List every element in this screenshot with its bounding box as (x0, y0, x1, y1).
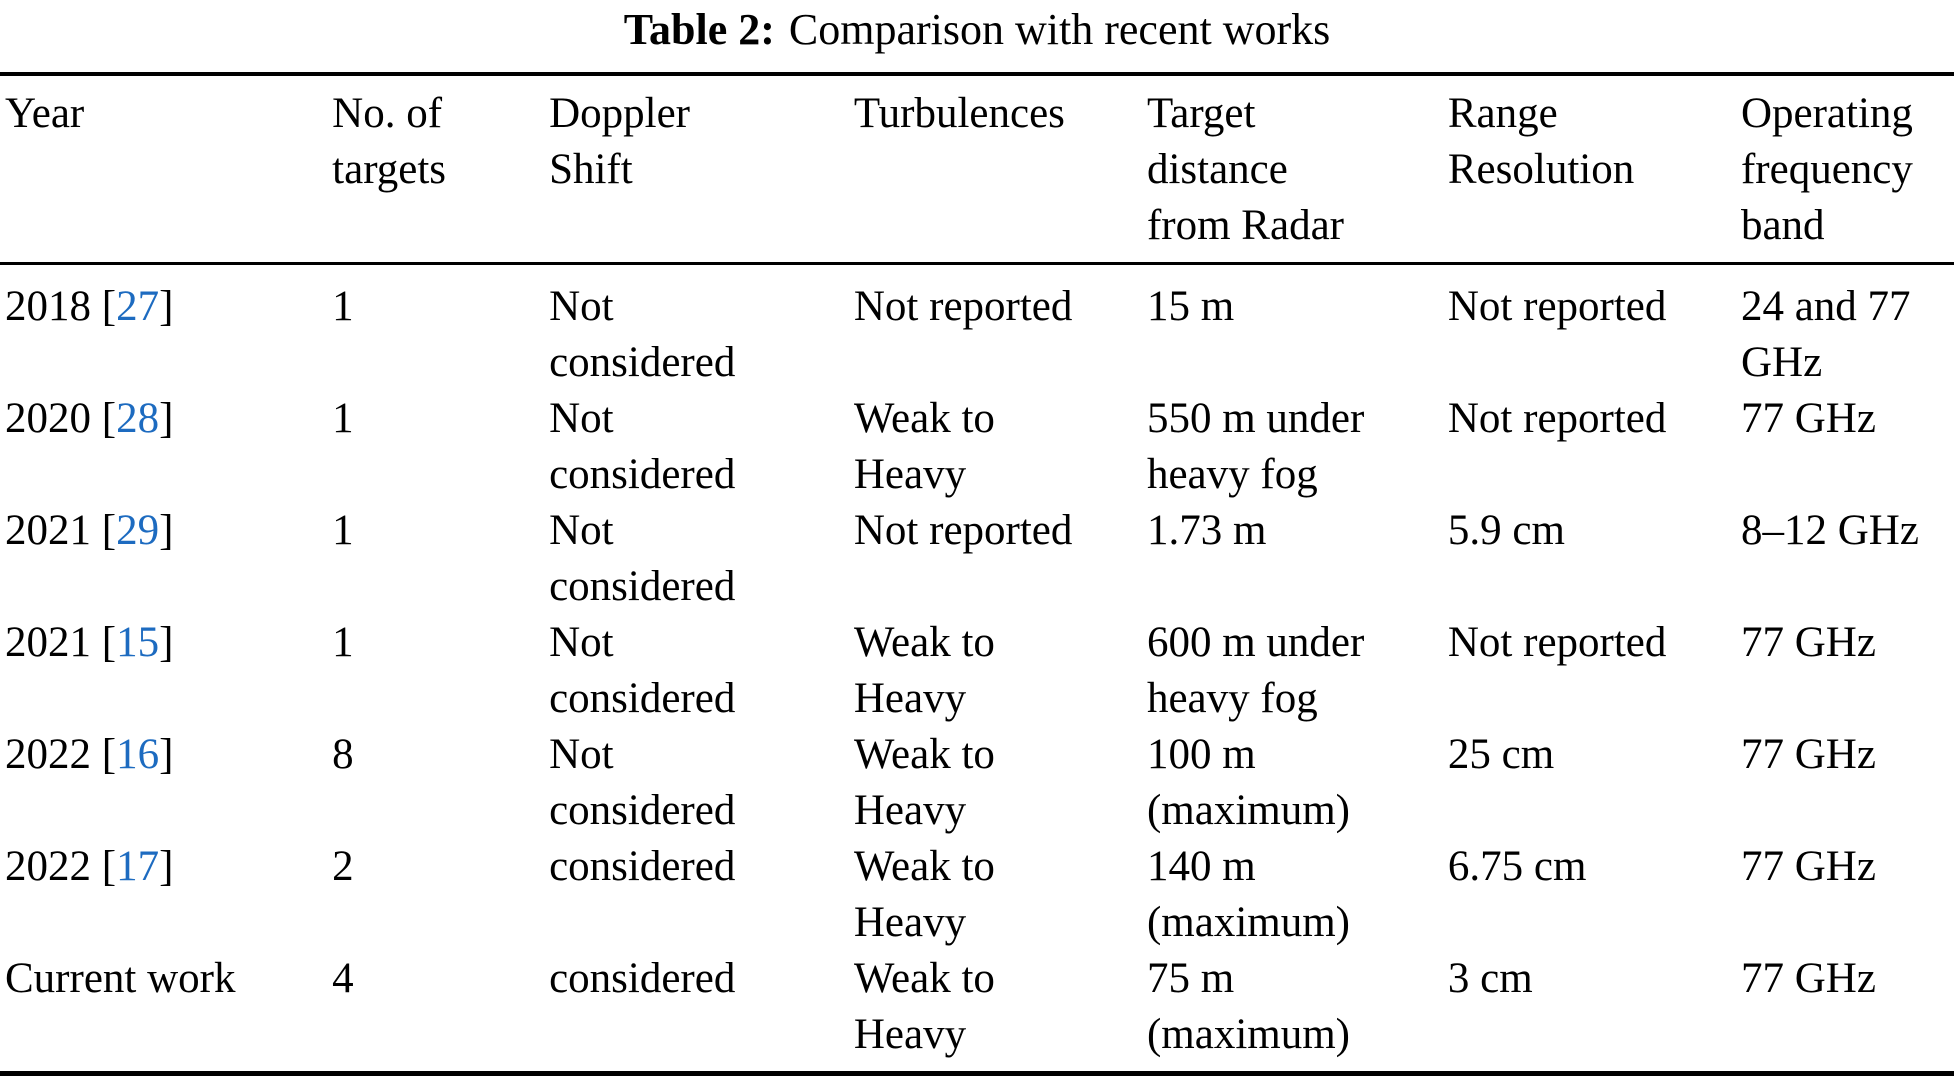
table-row: 2018 [27] 1 Not considered Not reported … (0, 264, 1954, 392)
citation-bracket: ] (159, 843, 174, 890)
cell-no-of-targets: 8 (332, 731, 354, 778)
table-caption-text: Comparison with recent works (788, 5, 1331, 54)
cell-turbulences: Weak to Heavy (853, 395, 995, 498)
table-caption: Table 2: Comparison with recent works (0, 4, 1954, 56)
column-header-range-resolution: Range Resolution (1447, 74, 1741, 265)
year-text: 2020 [ (5, 395, 117, 442)
cell-doppler-shift: Not considered (549, 283, 736, 386)
cell-range-resolution: 6.75 cm (1447, 843, 1587, 890)
cell-no-of-targets: 1 (332, 507, 354, 554)
year-text: 2022 [ (5, 843, 117, 890)
year-text: 2021 [ (5, 507, 117, 554)
cell-doppler-shift: Not considered (549, 395, 736, 498)
cell-doppler-shift: Not considered (549, 619, 736, 722)
cell-range-resolution: Not reported (1447, 395, 1667, 442)
cell-target-distance: 1.73 m (1146, 507, 1267, 554)
cell-operating-frequency-band: 77 GHz (1740, 395, 1876, 442)
header-row: Year No. of targets Doppler Shift Turbul… (0, 74, 1954, 265)
citation-bracket: ] (159, 507, 174, 554)
citation-link[interactable]: 29 (116, 507, 160, 554)
cell-target-distance: 550 m under heavy fog (1146, 395, 1365, 498)
table-row: 2022 [16] 8 Not considered Weak to Heavy… (0, 727, 1954, 839)
citation-bracket: ] (159, 731, 174, 778)
cell-year: Current work (0, 951, 332, 1074)
cell-no-of-targets: 1 (332, 395, 354, 442)
cell-doppler-shift: considered (549, 843, 736, 890)
column-header-operating-frequency-band: Operating frequency band (1740, 74, 1954, 265)
cell-operating-frequency-band: 77 GHz (1740, 955, 1876, 1002)
citation-link[interactable]: 27 (116, 283, 160, 330)
cell-no-of-targets: 4 (332, 955, 354, 1002)
cell-range-resolution: 3 cm (1447, 955, 1533, 1002)
table-caption-label: Table 2: (623, 5, 775, 54)
cell-turbulences: Weak to Heavy (853, 843, 995, 946)
citation-link[interactable]: 28 (116, 395, 160, 442)
table-row: Current work 4 considered Weak to Heavy … (0, 951, 1954, 1074)
cell-year: 2020 [28] (0, 391, 332, 503)
comparison-table: Year No. of targets Doppler Shift Turbul… (0, 72, 1954, 1076)
paper-table-page: { "caption": { "label": "Table 2:", "tex… (0, 4, 1954, 1083)
cell-turbulences: Weak to Heavy (853, 731, 995, 834)
cell-range-resolution: Not reported (1447, 283, 1667, 330)
cell-range-resolution: 25 cm (1447, 731, 1555, 778)
cell-doppler-shift: Not considered (549, 507, 736, 610)
table-row: 2021 [29] 1 Not considered Not reported … (0, 503, 1954, 615)
cell-year: 2022 [16] (0, 727, 332, 839)
citation-link[interactable]: 16 (116, 731, 160, 778)
column-header-doppler-shift: Doppler Shift (549, 74, 854, 265)
cell-no-of-targets: 1 (332, 619, 354, 666)
cell-no-of-targets: 2 (332, 843, 354, 890)
table-row: 2020 [28] 1 Not considered Weak to Heavy… (0, 391, 1954, 503)
cell-target-distance: 15 m (1146, 283, 1235, 330)
cell-operating-frequency-band: 77 GHz (1740, 843, 1876, 890)
cell-operating-frequency-band: 8–12 GHz (1740, 507, 1919, 554)
cell-year: 2018 [27] (0, 264, 332, 392)
column-header-target-distance: Target distance from Radar (1146, 74, 1448, 265)
citation-bracket: ] (159, 395, 174, 442)
year-text: Current work (5, 955, 236, 1002)
table-row: 2022 [17] 2 considered Weak to Heavy 140… (0, 839, 1954, 951)
year-text: 2022 [ (5, 731, 117, 778)
column-header-no-of-targets: No. of targets (332, 74, 550, 265)
cell-operating-frequency-band: 77 GHz (1740, 731, 1876, 778)
cell-operating-frequency-band: 24 and 77 GHz (1740, 283, 1911, 386)
cell-year: 2022 [17] (0, 839, 332, 951)
column-header-year: Year (0, 74, 333, 265)
cell-target-distance: 75 m (maximum) (1146, 955, 1350, 1058)
year-text: 2021 [ (5, 619, 117, 666)
cell-year: 2021 [29] (0, 503, 332, 615)
cell-target-distance: 140 m (maximum) (1146, 843, 1350, 946)
column-header-turbulences: Turbulences (853, 74, 1147, 265)
cell-turbulences: Weak to Heavy (853, 955, 995, 1058)
citation-bracket: ] (159, 283, 174, 330)
cell-target-distance: 600 m under heavy fog (1146, 619, 1365, 722)
table-row: 2021 [15] 1 Not considered Weak to Heavy… (0, 615, 1954, 727)
cell-range-resolution: 5.9 cm (1447, 507, 1565, 554)
year-text: 2018 [ (5, 283, 117, 330)
cell-doppler-shift: considered (549, 955, 736, 1002)
citation-link[interactable]: 17 (116, 843, 160, 890)
cell-year: 2021 [15] (0, 615, 332, 727)
cell-range-resolution: Not reported (1447, 619, 1667, 666)
cell-turbulences: Weak to Heavy (853, 619, 995, 722)
cell-target-distance: 100 m (maximum) (1146, 731, 1350, 834)
cell-turbulences: Not reported (853, 283, 1073, 330)
cell-doppler-shift: Not considered (549, 731, 736, 834)
cell-turbulences: Not reported (853, 507, 1073, 554)
cell-operating-frequency-band: 77 GHz (1740, 619, 1876, 666)
citation-link[interactable]: 15 (116, 619, 160, 666)
cell-no-of-targets: 1 (332, 283, 354, 330)
citation-bracket: ] (159, 619, 174, 666)
